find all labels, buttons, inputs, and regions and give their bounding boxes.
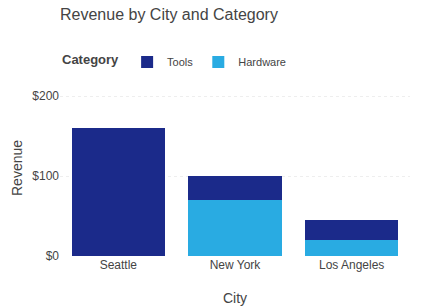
svg-text:Revenue by City and Category: Revenue by City and Category [60,6,278,23]
svg-text:$200: $200 [32,89,59,103]
svg-text:Hardware: Hardware [238,56,286,68]
svg-text:Tools: Tools [167,56,193,68]
svg-text:New York: New York [210,258,262,272]
svg-text:Revenue: Revenue [9,140,25,196]
svg-text:$100: $100 [32,169,59,183]
svg-text:City: City [223,290,247,306]
svg-text:$0: $0 [46,249,60,263]
svg-text:Los Angeles: Los Angeles [319,258,384,272]
svg-text:Category: Category [62,52,119,67]
svg-text:Seattle: Seattle [100,258,138,272]
